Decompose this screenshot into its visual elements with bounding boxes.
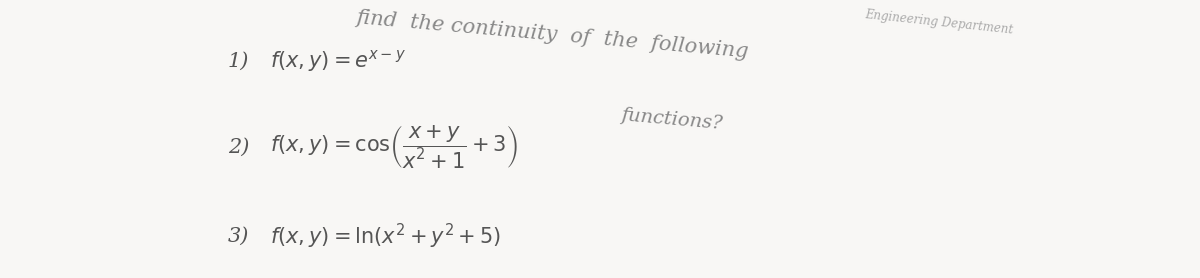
Text: $f(x,y) = e^{x-y}$: $f(x,y) = e^{x-y}$	[270, 48, 406, 74]
Text: 1): 1)	[228, 52, 250, 71]
Text: Engineering Department: Engineering Department	[864, 8, 1014, 37]
Text: functions?: functions?	[620, 106, 724, 132]
Text: $f(x,y) = \ln(x^2 + y^2 + 5)$: $f(x,y) = \ln(x^2 + y^2 + 5)$	[270, 222, 502, 251]
Text: 3): 3)	[228, 227, 250, 246]
Text: 2): 2)	[228, 138, 250, 157]
Text: find  the continuity  of  the  following: find the continuity of the following	[355, 8, 749, 62]
Text: $f(x,y) = \cos\!\left(\dfrac{x+y}{x^2+1}+3\right)$: $f(x,y) = \cos\!\left(\dfrac{x+y}{x^2+1}…	[270, 124, 517, 171]
